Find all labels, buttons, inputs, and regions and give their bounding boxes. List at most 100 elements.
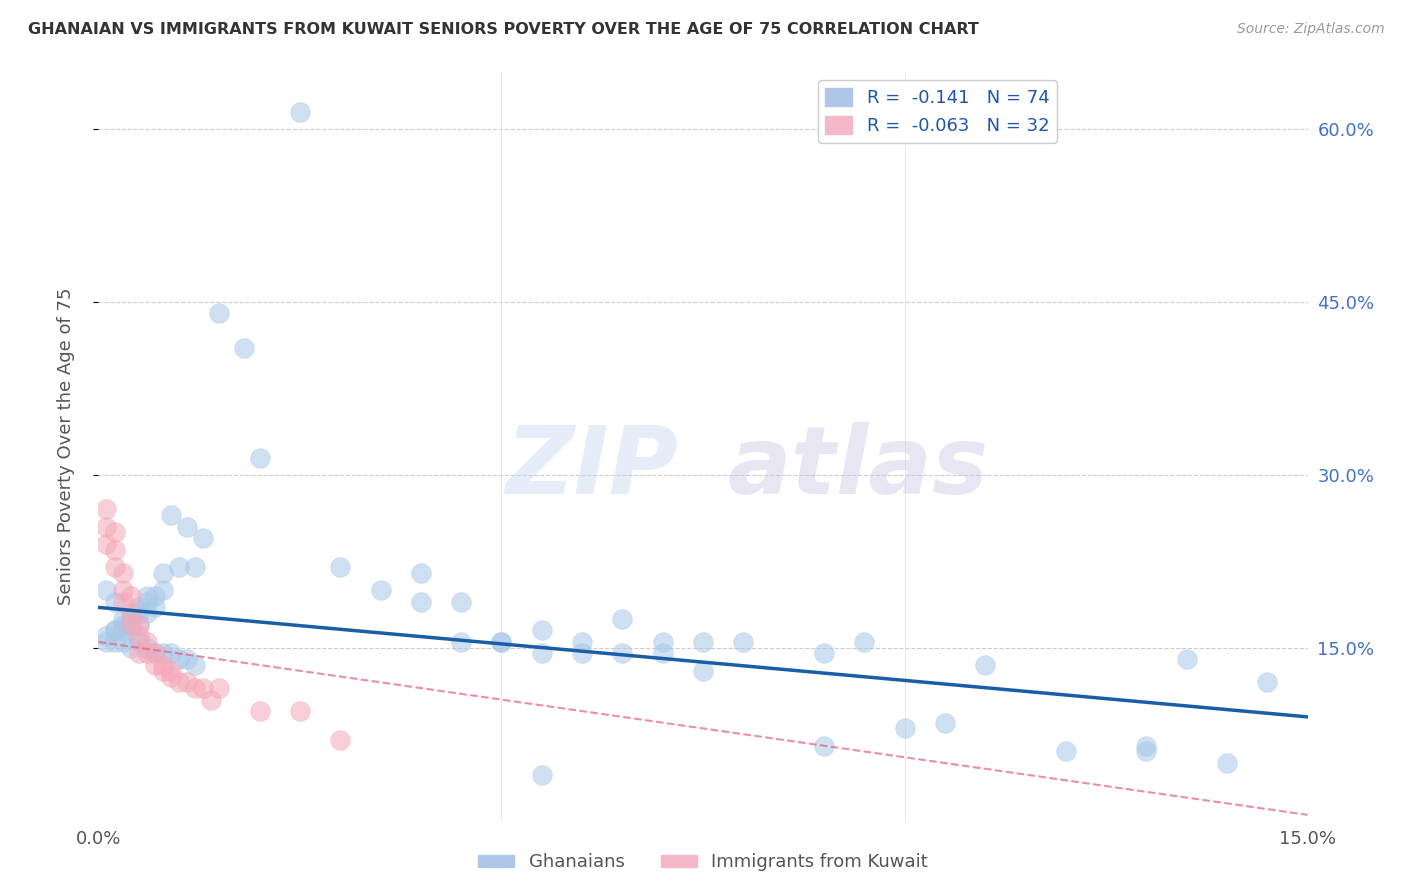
Point: [120, 589, 142, 603]
Point: [184, 681, 207, 695]
Point: [1216, 756, 1239, 770]
Point: [530, 624, 553, 638]
Point: [160, 508, 183, 523]
Point: [120, 640, 142, 655]
Point: [103, 525, 125, 540]
Point: [530, 647, 553, 661]
Point: [249, 450, 271, 465]
Point: [111, 617, 134, 632]
Point: [530, 767, 553, 781]
Point: [120, 606, 142, 620]
Point: [167, 652, 190, 666]
Point: [167, 560, 190, 574]
Point: [1135, 739, 1157, 753]
Point: [370, 583, 392, 598]
Point: [111, 624, 134, 638]
Point: [152, 647, 174, 661]
Point: [167, 675, 190, 690]
Point: [103, 635, 125, 649]
Point: [176, 652, 198, 666]
Text: atlas: atlas: [727, 423, 988, 515]
Point: [103, 624, 125, 638]
Point: [135, 594, 157, 608]
Point: [120, 612, 142, 626]
Point: [692, 635, 714, 649]
Point: [491, 635, 513, 649]
Point: [208, 681, 231, 695]
Point: [288, 704, 311, 718]
Point: [120, 617, 142, 632]
Point: [143, 658, 166, 673]
Point: [152, 566, 174, 580]
Point: [329, 733, 352, 747]
Point: [111, 583, 134, 598]
Point: [1175, 652, 1198, 666]
Point: [329, 560, 352, 574]
Point: [450, 594, 472, 608]
Point: [96, 635, 118, 649]
Point: [571, 635, 593, 649]
Point: [651, 647, 673, 661]
Point: [152, 583, 174, 598]
Point: [135, 589, 157, 603]
Point: [176, 519, 198, 533]
Point: [160, 647, 183, 661]
Point: [120, 624, 142, 638]
Point: [491, 635, 513, 649]
Point: [612, 647, 634, 661]
Point: [184, 560, 207, 574]
Point: [893, 722, 915, 736]
Point: [193, 531, 215, 545]
Point: [193, 681, 215, 695]
Legend: Ghanaians, Immigrants from Kuwait: Ghanaians, Immigrants from Kuwait: [471, 847, 935, 879]
Point: [200, 692, 222, 706]
Point: [184, 658, 207, 673]
Text: Source: ZipAtlas.com: Source: ZipAtlas.com: [1237, 22, 1385, 37]
Text: ZIP: ZIP: [506, 423, 679, 515]
Point: [176, 675, 198, 690]
Legend: R =  -0.141   N = 74, R =  -0.063   N = 32: R = -0.141 N = 74, R = -0.063 N = 32: [818, 80, 1057, 143]
Point: [103, 594, 125, 608]
Point: [208, 306, 231, 320]
Point: [128, 635, 150, 649]
Point: [128, 617, 150, 632]
Point: [160, 669, 183, 683]
Point: [152, 658, 174, 673]
Point: [143, 600, 166, 615]
Point: [96, 583, 118, 598]
Point: [249, 704, 271, 718]
Point: [692, 664, 714, 678]
Point: [733, 635, 755, 649]
Point: [409, 594, 432, 608]
Point: [111, 566, 134, 580]
Point: [450, 635, 472, 649]
Point: [152, 664, 174, 678]
Point: [651, 635, 673, 649]
Point: [143, 647, 166, 661]
Point: [135, 640, 157, 655]
Point: [103, 560, 125, 574]
Point: [111, 594, 134, 608]
Y-axis label: Seniors Poverty Over the Age of 75: Seniors Poverty Over the Age of 75: [56, 287, 75, 605]
Point: [120, 612, 142, 626]
Point: [143, 589, 166, 603]
Point: [813, 647, 835, 661]
Point: [934, 715, 956, 730]
Point: [974, 658, 997, 673]
Point: [96, 519, 118, 533]
Point: [1256, 675, 1278, 690]
Point: [409, 566, 432, 580]
Point: [288, 104, 311, 119]
Point: [135, 606, 157, 620]
Point: [96, 629, 118, 643]
Point: [128, 617, 150, 632]
Point: [128, 600, 150, 615]
Point: [232, 341, 254, 355]
Point: [135, 647, 157, 661]
Point: [96, 502, 118, 516]
Point: [128, 629, 150, 643]
Point: [143, 647, 166, 661]
Point: [853, 635, 876, 649]
Point: [103, 542, 125, 557]
Point: [571, 647, 593, 661]
